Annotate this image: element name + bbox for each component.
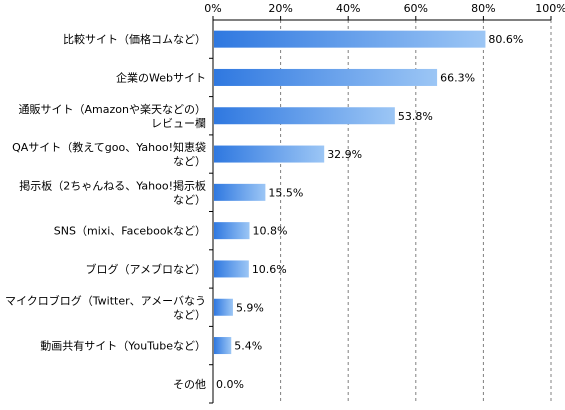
data-label: 0.0% bbox=[216, 378, 244, 391]
bar bbox=[214, 68, 438, 86]
category-label: 比較サイト（価格コムなど） bbox=[63, 32, 206, 46]
x-tick-labels: 0% 20% 40% 60% 80% 100% bbox=[204, 2, 565, 15]
category-label: QAサイト（教えてgoo、Yahoo!知恵袋 bbox=[12, 140, 206, 154]
bar bbox=[214, 298, 233, 316]
x-tick-label: 60% bbox=[404, 2, 428, 15]
bars bbox=[214, 30, 486, 355]
category-label: 掲示板（2ちゃんねる、Yahoo!掲示板 bbox=[19, 178, 206, 192]
value-labels: 80.6% 66.3% 53.8% 32.9% 15.5% 10.8% 10.6% 5.9% 5… bbox=[216, 33, 523, 391]
x-tick-label: 80% bbox=[471, 2, 495, 15]
data-label: 32.9% bbox=[327, 148, 362, 161]
data-label: 66.3% bbox=[440, 71, 475, 84]
category-label: など） bbox=[173, 155, 206, 168]
data-label: 10.8% bbox=[253, 225, 288, 238]
data-label: 10.6% bbox=[252, 263, 287, 276]
bar bbox=[214, 337, 232, 355]
category-labels: 比較サイト（価格コムなど） 企業のWebサイト通販サイト（Amazonや楽天などの… bbox=[5, 32, 206, 391]
category-label: 動画共有サイト（YouTubeなど） bbox=[40, 339, 206, 353]
category-label: など） bbox=[173, 193, 206, 206]
category-label: 通販サイト（Amazonや楽天などの） bbox=[19, 103, 206, 116]
grid-lines bbox=[280, 20, 552, 403]
bar bbox=[214, 222, 250, 240]
x-tick-label: 100% bbox=[535, 2, 565, 15]
axes bbox=[209, 16, 552, 404]
x-tick-label: 20% bbox=[268, 2, 292, 15]
category-label: その他 bbox=[173, 378, 206, 391]
bar bbox=[214, 183, 266, 201]
x-tick-label: 0% bbox=[204, 2, 221, 15]
category-label: 企業のWebサイト bbox=[116, 70, 206, 84]
category-label: SNS（mixi、Facebookなど） bbox=[54, 225, 206, 238]
data-label: 5.4% bbox=[234, 340, 262, 353]
data-label: 15.5% bbox=[268, 186, 303, 199]
x-tick-label: 40% bbox=[336, 2, 360, 15]
bar bbox=[214, 30, 486, 48]
category-label: レビュー欄 bbox=[151, 116, 206, 130]
category-label: など） bbox=[173, 308, 206, 321]
data-label: 80.6% bbox=[488, 33, 523, 46]
category-label: ブログ（アメブロなど） bbox=[86, 262, 206, 276]
bar bbox=[214, 145, 325, 163]
bar bbox=[214, 107, 395, 125]
data-label: 5.9% bbox=[236, 301, 264, 314]
category-label: マイクロブログ（Twitter、アメーバなう bbox=[5, 293, 206, 307]
bar bbox=[214, 260, 249, 278]
data-label: 53.8% bbox=[398, 110, 433, 123]
